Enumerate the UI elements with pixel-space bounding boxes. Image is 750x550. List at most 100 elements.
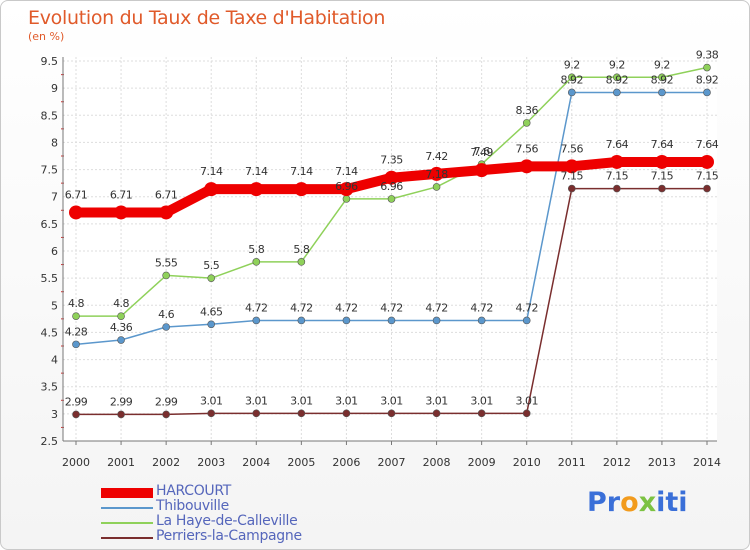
data-point-perriers-la-campagne bbox=[703, 184, 711, 193]
data-point-thibouville bbox=[658, 88, 666, 97]
data-label-harcourt: 6.71 bbox=[155, 188, 178, 201]
x-tick-label: 2003 bbox=[197, 456, 225, 469]
axis-layer: 2.5 3 3.5 4 4.5 5 5.5 6 6.5 7 7.5 8 8.5 9 9.5 2000 2001 2… bbox=[41, 55, 722, 469]
logo-letter: t bbox=[665, 487, 679, 518]
x-tick-label: 2012 bbox=[603, 456, 631, 469]
data-label-thibouville: 4.72 bbox=[380, 301, 403, 314]
data-point-la-haye-de-calleville bbox=[613, 73, 621, 82]
data-label-thibouville: 8.92 bbox=[561, 73, 584, 86]
legend-label: HARCOURT bbox=[156, 483, 232, 499]
data-label-thibouville: 4.72 bbox=[470, 301, 493, 314]
data-point-thibouville bbox=[342, 316, 351, 325]
data-point-perriers-la-campagne bbox=[117, 410, 125, 419]
data-point-perriers-la-campagne bbox=[658, 184, 666, 193]
data-point-harcourt bbox=[700, 154, 714, 169]
data-point-perriers-la-campagne bbox=[432, 409, 441, 418]
y-tick-label: 6.5 bbox=[41, 218, 59, 231]
data-label-la-haye-de-calleville: 7.18 bbox=[425, 168, 448, 181]
data-label-harcourt: 7.56 bbox=[561, 142, 584, 155]
data-point-perriers-la-campagne bbox=[342, 409, 351, 418]
legend-swatch bbox=[101, 488, 153, 498]
data-label-perriers-la-campagne: 3.01 bbox=[425, 394, 448, 407]
data-label-harcourt: 7.49 bbox=[470, 146, 493, 159]
data-label-thibouville: 8.92 bbox=[696, 73, 719, 86]
data-label-perriers-la-campagne: 7.15 bbox=[696, 170, 719, 183]
data-point-la-haye-de-calleville bbox=[207, 274, 216, 282]
legend-item-harcourt: HARCOURT bbox=[101, 483, 361, 501]
data-point-thibouville bbox=[522, 316, 531, 325]
data-label-harcourt: 7.14 bbox=[200, 165, 223, 178]
x-tick-label: 2013 bbox=[648, 456, 676, 469]
data-point-perriers-la-campagne bbox=[613, 184, 621, 193]
data-point-thibouville bbox=[613, 88, 621, 97]
data-point-la-haye-de-calleville bbox=[567, 73, 576, 82]
legend-swatch bbox=[101, 522, 153, 524]
logo-letter: x bbox=[638, 487, 657, 518]
x-tick-label: 2009 bbox=[468, 456, 496, 469]
data-label-harcourt: 7.14 bbox=[335, 165, 358, 178]
data-label-la-haye-de-calleville: 5.5 bbox=[203, 259, 219, 272]
data-point-perriers-la-campagne bbox=[522, 409, 531, 418]
logo-letter: P bbox=[587, 487, 607, 518]
data-label-perriers-la-campagne: 3.01 bbox=[470, 394, 493, 407]
data-point-la-haye-de-calleville bbox=[703, 63, 711, 72]
data-label-la-haye-de-calleville: 9.2 bbox=[609, 58, 625, 71]
data-label-perriers-la-campagne: 3.01 bbox=[245, 394, 268, 407]
data-label-la-haye-de-calleville: 9.2 bbox=[564, 58, 580, 71]
x-tick-label: 2011 bbox=[558, 456, 586, 469]
data-point-la-haye-de-calleville bbox=[252, 258, 261, 266]
data-point-thibouville bbox=[207, 320, 216, 329]
data-point-la-haye-de-calleville bbox=[658, 73, 666, 82]
data-point-perriers-la-campagne bbox=[477, 409, 486, 418]
x-tick-label: 2000 bbox=[62, 456, 90, 469]
data-point-thibouville bbox=[703, 88, 711, 97]
data-point-perriers-la-campagne bbox=[162, 410, 170, 419]
grid-layer bbox=[63, 57, 717, 442]
data-point-harcourt bbox=[384, 170, 399, 185]
data-point-harcourt bbox=[654, 154, 669, 169]
logo-letter: i bbox=[656, 487, 666, 518]
data-label-perriers-la-campagne: 3.01 bbox=[200, 394, 223, 407]
data-point-harcourt bbox=[204, 182, 219, 197]
x-tick-label: 2014 bbox=[693, 456, 721, 469]
x-tick-label: 2005 bbox=[287, 456, 315, 469]
data-label-thibouville: 4.65 bbox=[200, 305, 223, 318]
data-label-harcourt: 7.64 bbox=[651, 138, 674, 151]
data-point-harcourt bbox=[114, 205, 129, 220]
data-point-thibouville bbox=[297, 316, 306, 325]
data-label-thibouville: 4.72 bbox=[245, 301, 268, 314]
data-point-perriers-la-campagne bbox=[72, 410, 80, 419]
data-label-thibouville: 4.72 bbox=[290, 301, 313, 314]
data-label-harcourt: 6.71 bbox=[65, 188, 88, 201]
data-label-la-haye-de-calleville: 5.55 bbox=[155, 256, 178, 269]
data-label-la-haye-de-calleville: 8.36 bbox=[515, 104, 538, 117]
data-label-thibouville: 4.6 bbox=[158, 308, 174, 321]
data-point-harcourt bbox=[249, 182, 264, 197]
y-tick-label: 8 bbox=[51, 136, 58, 149]
data-label-thibouville: 8.92 bbox=[651, 73, 674, 86]
y-tick-label: 9 bbox=[51, 82, 58, 95]
y-tick-label: 6 bbox=[51, 245, 58, 258]
data-label-harcourt: 7.14 bbox=[245, 165, 268, 178]
data-point-la-haye-de-calleville bbox=[432, 183, 441, 191]
data-label-layer: 6.71 6.71 6.71 7.14 7.14 7.14 7.14 7.35 7.42 7.49… bbox=[65, 49, 719, 409]
data-point-perriers-la-campagne bbox=[207, 409, 216, 418]
logo-letter: i bbox=[678, 487, 688, 518]
y-tick-label: 4 bbox=[51, 354, 58, 367]
chart-subtitle: (en %) bbox=[28, 30, 65, 43]
data-point-la-haye-de-calleville bbox=[72, 312, 80, 320]
x-tick-label: 2006 bbox=[332, 456, 360, 469]
data-label-harcourt: 7.14 bbox=[290, 165, 313, 178]
data-point-la-haye-de-calleville bbox=[117, 312, 125, 320]
data-point-thibouville bbox=[477, 316, 486, 325]
data-label-thibouville: 4.72 bbox=[335, 301, 358, 314]
x-tick-label: 2004 bbox=[242, 456, 270, 469]
data-point-harcourt bbox=[429, 166, 444, 181]
data-label-la-haye-de-calleville: 9.38 bbox=[696, 49, 719, 62]
data-label-thibouville: 4.36 bbox=[110, 321, 133, 334]
data-label-perriers-la-campagne: 7.15 bbox=[651, 170, 674, 183]
series-layer bbox=[69, 63, 714, 419]
data-point-harcourt bbox=[294, 182, 309, 197]
